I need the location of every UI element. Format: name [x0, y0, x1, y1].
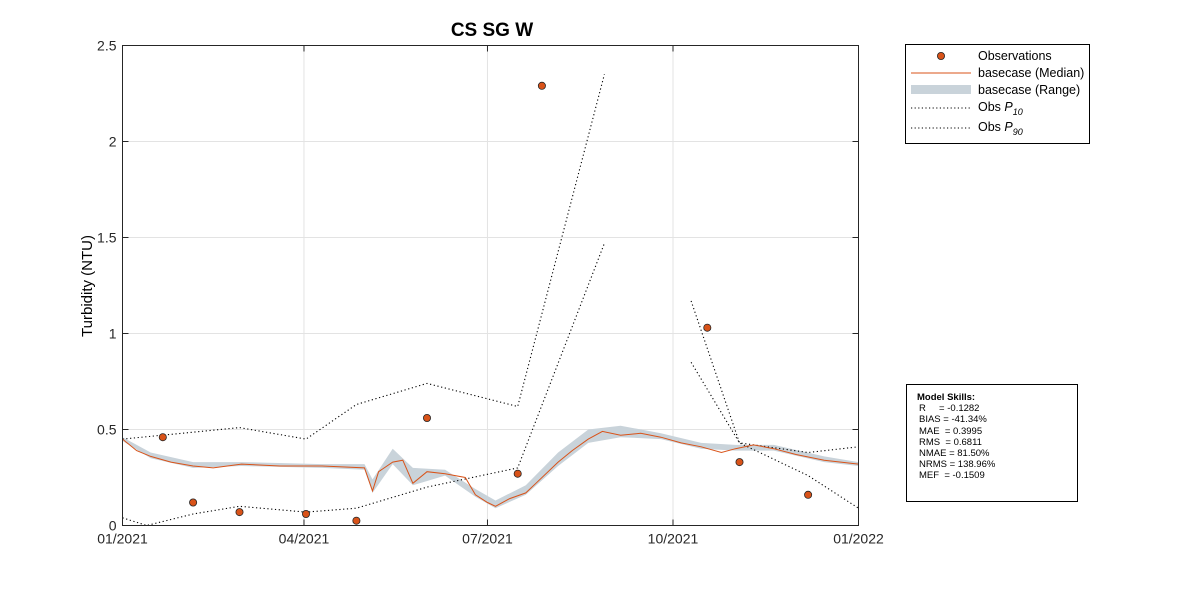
obs-p90-line — [122, 74, 859, 454]
x-tick-label: 01/2022 — [833, 531, 884, 547]
y-tick-label: 1.5 — [97, 230, 117, 246]
model-skills-box: Model Skills: R = -0.1282 BIAS = -41.34%… — [906, 384, 1078, 502]
x-tick-label: 10/2021 — [648, 531, 699, 547]
legend-box — [905, 44, 1090, 144]
observation-point — [804, 490, 813, 499]
model-skills-title: Model Skills: — [917, 392, 976, 403]
x-axis-ticks: 01/2021 04/2021 07/2021 10/2021 01/2022 — [97, 45, 884, 547]
skill-nmae: NMAE = 81.50% — [919, 448, 990, 460]
y-axis-label: Turbidity (NTU) — [79, 235, 96, 337]
y-tick-label: 0 — [109, 518, 117, 534]
grid-lines — [122, 45, 859, 526]
y-axis-ticks: 0 0.5 1 1.5 2 2.5 — [97, 38, 859, 534]
observation-point — [352, 516, 361, 525]
y-tick-label: 1 — [109, 326, 117, 342]
skill-nrms: NRMS = 138.96% — [919, 459, 996, 471]
obs-p10-segment — [690, 362, 859, 509]
x-tick-label: 07/2021 — [462, 531, 513, 547]
chart-title: CS SG W — [451, 20, 533, 41]
skill-r: R = -0.1282 — [919, 403, 980, 415]
median-line — [122, 430, 859, 507]
range-band — [122, 425, 859, 509]
x-tick-label: 04/2021 — [279, 531, 330, 547]
plot-frame — [122, 45, 859, 526]
legend-p10-p: P — [1004, 100, 1013, 114]
legend-observations-marker — [937, 52, 946, 61]
observation-point — [703, 323, 712, 332]
observation-point — [537, 81, 546, 90]
x-tick-label: 01/2021 — [97, 531, 148, 547]
observation-point — [301, 509, 310, 518]
observation-point — [422, 413, 431, 422]
legend-observations-label: Observations — [978, 49, 1052, 63]
obs-p90-segment — [122, 74, 605, 440]
obs-p10-line — [122, 243, 859, 527]
observation-markers — [158, 81, 813, 525]
skill-mae: MAE = 0.3995 — [919, 425, 983, 437]
legend-median-label: basecase (Median) — [978, 66, 1084, 80]
legend-p90-label: Obs P90 — [978, 120, 1023, 137]
skill-mef: MEF = -0.1509 — [919, 470, 985, 482]
skill-rms: RMS = 0.6811 — [919, 436, 982, 448]
skill-bias: BIAS = -41.34% — [919, 414, 987, 426]
legend: Observations basecase (Median) basecase … — [905, 44, 1090, 144]
observation-point — [235, 508, 244, 517]
y-tick-label: 0.5 — [97, 422, 117, 438]
observation-point — [189, 498, 198, 507]
legend-p90-p: P — [1004, 120, 1013, 134]
legend-range-label: basecase (Range) — [978, 83, 1080, 97]
median-polyline — [122, 430, 859, 507]
observation-point — [735, 458, 744, 467]
observation-point — [158, 433, 167, 442]
legend-p10-label: Obs P10 — [978, 100, 1023, 117]
y-tick-label: 2 — [109, 134, 117, 150]
range-band-area — [122, 425, 859, 509]
y-tick-label: 2.5 — [97, 38, 117, 54]
legend-range-swatch — [911, 85, 971, 94]
observation-point — [513, 469, 522, 478]
